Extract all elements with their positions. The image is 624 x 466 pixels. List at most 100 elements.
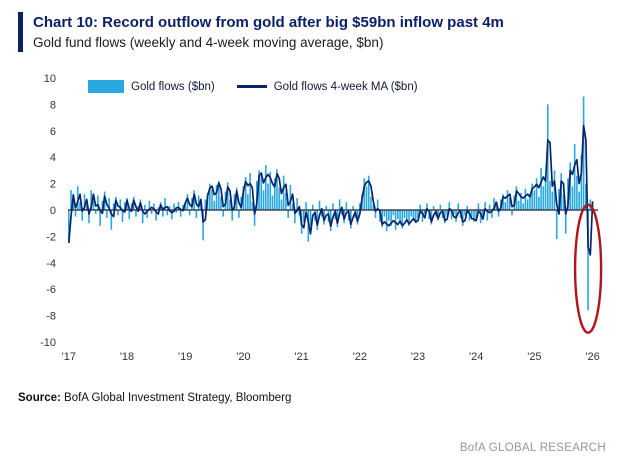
flow-bar <box>81 210 84 221</box>
flow-bar <box>493 198 495 210</box>
flow-bar <box>470 210 473 217</box>
flow-bar <box>68 210 70 243</box>
flow-bar <box>235 187 238 210</box>
moving-average-line <box>67 124 594 256</box>
flow-bar <box>488 204 491 210</box>
bars-legend-swatch <box>88 80 124 93</box>
flow-bar <box>439 204 442 210</box>
gold-flows-chart: 10 8 6 4 2 0 -2 -4 -6 -8 -10 '17 '18 '19 '20 '21 '22 '23 '… <box>40 73 603 363</box>
flow-bar <box>296 198 298 210</box>
flow-bar <box>202 210 204 241</box>
chart-area: 10 8 6 4 2 0 -2 -4 -6 -8 -10 '17 '18 '19 '20 '21 '22 '23 '… <box>0 54 624 386</box>
flow-bar <box>130 203 133 210</box>
flow-bar <box>85 204 88 210</box>
flow-bar <box>535 178 538 210</box>
y-axis-tick-label: 4 <box>50 152 56 164</box>
source-label: Source: <box>18 392 61 404</box>
flow-bar <box>464 210 466 216</box>
flow-bar <box>166 210 169 216</box>
flow-bar <box>242 186 245 210</box>
flow-bar <box>432 206 435 210</box>
flow-bar <box>72 199 75 210</box>
flow-bar <box>394 210 397 230</box>
flow-bar <box>258 170 260 210</box>
flow-bar <box>222 210 225 217</box>
flow-bar <box>573 144 576 210</box>
flow-bar <box>522 203 524 210</box>
flow-bar <box>108 198 110 210</box>
x-axis-tick-label: '23 <box>411 351 425 363</box>
flow-bar <box>555 210 558 240</box>
flow-bar <box>276 169 278 210</box>
x-axis-tick-label: '24 <box>469 351 483 363</box>
legend: Gold flows ($bn) Gold flows 4-week MA ($… <box>88 80 418 93</box>
flow-bar <box>529 194 531 210</box>
flow-bar <box>211 188 213 210</box>
flow-bar <box>197 195 200 210</box>
flow-bar <box>517 200 520 210</box>
flow-bar <box>486 210 489 221</box>
flow-bar <box>571 186 574 210</box>
flow-bar <box>146 210 148 218</box>
flow-bar <box>264 165 267 210</box>
flow-bar <box>79 202 81 210</box>
flow-bar <box>287 210 289 218</box>
flow-bar <box>444 210 446 224</box>
flow-bar <box>531 183 533 210</box>
flow-bar <box>101 200 104 210</box>
flow-bar <box>195 210 198 218</box>
chart-header: Chart 10: Record outflow from gold after… <box>18 12 608 52</box>
flow-bar <box>148 200 151 210</box>
flow-bar <box>551 191 554 210</box>
flow-bar <box>106 210 108 218</box>
x-axis-tick-label: '17 <box>62 351 76 363</box>
flow-bar <box>213 200 216 210</box>
x-axis-tick-label: '21 <box>294 351 308 363</box>
flow-bar <box>578 191 580 210</box>
flow-bar <box>251 202 254 210</box>
flow-bar <box>325 206 328 210</box>
flow-bar <box>309 210 312 226</box>
flow-bar <box>446 210 448 216</box>
flow-bar <box>383 210 386 217</box>
flow-bar <box>267 183 269 210</box>
flow-bar <box>97 195 99 210</box>
flow-bar <box>544 175 547 210</box>
chart-title: Chart 10: Record outflow from gold after… <box>33 14 504 31</box>
flow-bar <box>179 210 182 217</box>
flow-bar <box>285 192 287 210</box>
x-axis-tick-label: '20 <box>236 351 250 363</box>
flow-bar <box>376 199 379 210</box>
flow-bar <box>405 210 408 222</box>
flow-bar <box>244 177 247 210</box>
flow-bar <box>538 196 540 210</box>
y-axis-tick-label: -8 <box>46 311 56 323</box>
flow-bar <box>479 210 482 224</box>
flow-bar <box>547 104 549 210</box>
flow-bar <box>262 190 265 210</box>
flow-bar <box>540 167 542 210</box>
y-axis-tick-label: 10 <box>44 73 56 85</box>
flow-bar <box>128 210 131 220</box>
x-axis-tick-label: '25 <box>527 351 541 363</box>
y-axis-tick-label: -2 <box>46 231 56 243</box>
flow-bar <box>385 210 388 232</box>
flow-bar <box>74 210 77 217</box>
flow-bar <box>168 206 171 210</box>
flow-bar <box>374 210 377 218</box>
flow-bar <box>520 192 522 210</box>
y-axis-tick-label: 6 <box>50 126 56 138</box>
flow-bar <box>542 186 545 210</box>
flow-bar <box>358 203 361 210</box>
flow-bar <box>229 199 231 210</box>
flow-bar <box>587 210 589 311</box>
flow-bar <box>273 178 276 210</box>
flow-bar <box>318 200 321 210</box>
flow-bar <box>112 203 115 210</box>
flow-bar <box>403 210 406 218</box>
flow-bar <box>412 210 415 221</box>
flow-bar <box>580 154 583 210</box>
flow-bar <box>215 184 218 210</box>
flow-bar <box>88 210 90 224</box>
